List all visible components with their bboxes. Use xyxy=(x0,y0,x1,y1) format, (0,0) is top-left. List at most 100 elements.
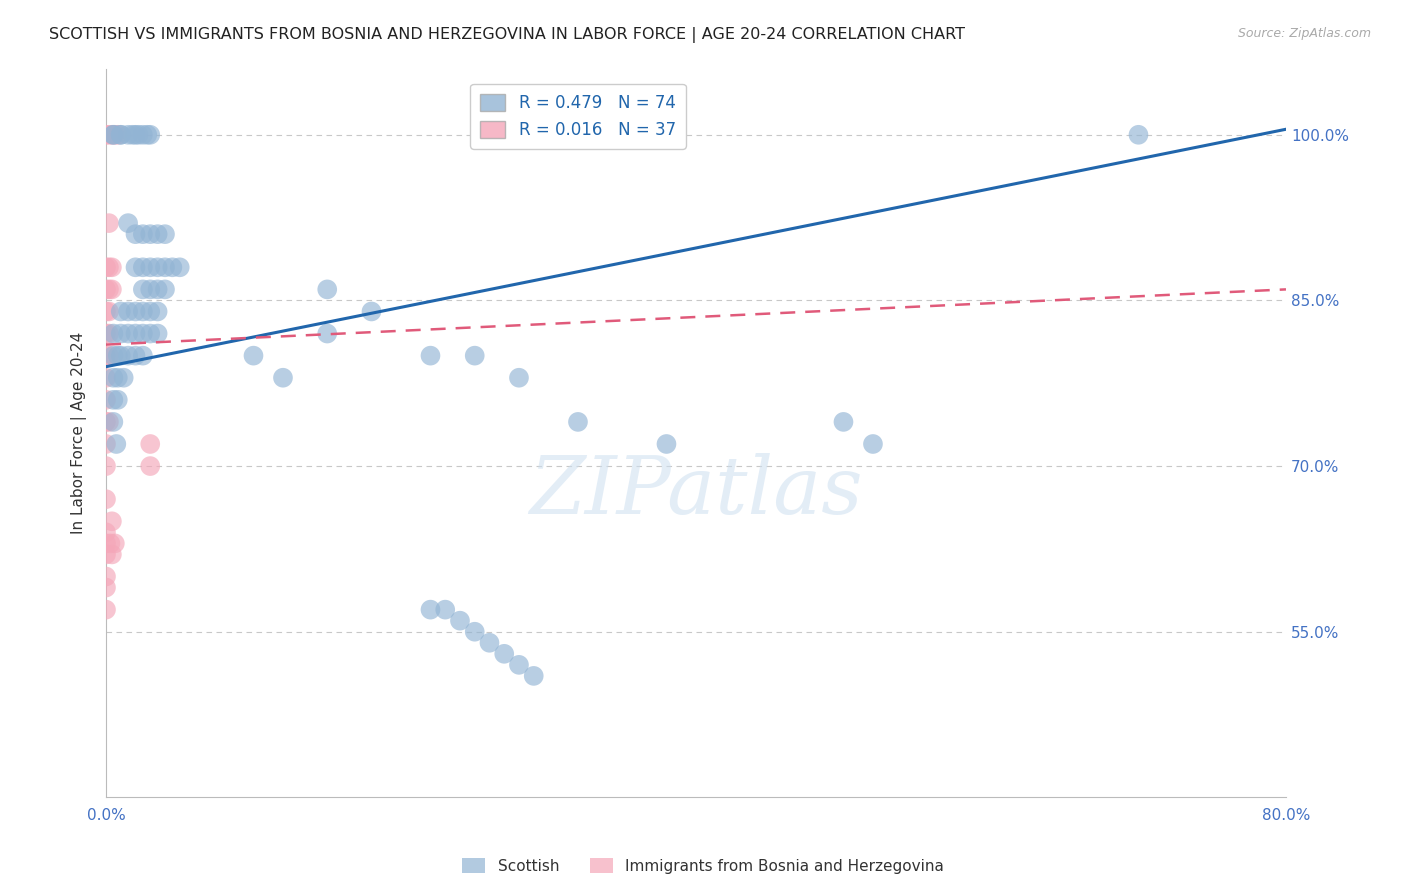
Point xyxy=(94,548,117,562)
Point xyxy=(94,415,117,429)
Point xyxy=(101,282,124,296)
Text: SCOTTISH VS IMMIGRANTS FROM BOSNIA AND HERZEGOVINA IN LABOR FORCE | AGE 20-24 CO: SCOTTISH VS IMMIGRANTS FROM BOSNIA AND H… xyxy=(49,27,965,43)
Point xyxy=(146,227,169,242)
Point xyxy=(94,525,117,540)
Point xyxy=(107,349,129,363)
Point xyxy=(132,349,155,363)
Point xyxy=(94,437,117,451)
Point xyxy=(107,370,129,384)
Point xyxy=(117,304,139,318)
Point xyxy=(103,128,125,142)
Point xyxy=(97,260,120,275)
Point xyxy=(97,415,120,429)
Point xyxy=(101,514,124,528)
Point xyxy=(94,260,117,275)
Point xyxy=(94,459,117,474)
Point xyxy=(139,304,162,318)
Point xyxy=(124,304,146,318)
Point xyxy=(100,536,122,550)
Point xyxy=(103,128,125,142)
Point xyxy=(146,282,169,296)
Point xyxy=(94,492,117,507)
Point xyxy=(132,260,155,275)
Point xyxy=(97,304,120,318)
Point xyxy=(97,216,120,230)
Point xyxy=(94,304,117,318)
Point xyxy=(101,128,124,142)
Point xyxy=(478,636,501,650)
Point xyxy=(104,128,127,142)
Point xyxy=(136,128,159,142)
Point xyxy=(862,437,884,451)
Point xyxy=(97,282,120,296)
Point xyxy=(132,128,155,142)
Point xyxy=(105,437,128,451)
Text: ZIPatlas: ZIPatlas xyxy=(529,452,863,530)
Point xyxy=(94,370,117,384)
Point xyxy=(419,349,441,363)
Legend: R = 0.479   N = 74, R = 0.016   N = 37: R = 0.479 N = 74, R = 0.016 N = 37 xyxy=(470,84,686,149)
Point xyxy=(153,260,176,275)
Point xyxy=(132,304,155,318)
Point xyxy=(316,326,339,341)
Point xyxy=(103,370,125,384)
Point xyxy=(146,304,169,318)
Point xyxy=(94,602,117,616)
Point xyxy=(655,437,678,451)
Point xyxy=(494,647,516,661)
Point xyxy=(94,128,117,142)
Point xyxy=(117,349,139,363)
Point xyxy=(316,282,339,296)
Point xyxy=(508,657,530,672)
Point xyxy=(139,260,162,275)
Point xyxy=(94,581,117,595)
Point xyxy=(153,282,176,296)
Point xyxy=(146,326,169,341)
Point xyxy=(112,370,135,384)
Point xyxy=(153,227,176,242)
Point xyxy=(124,227,146,242)
Point xyxy=(139,459,162,474)
Point xyxy=(523,669,546,683)
Point xyxy=(117,326,139,341)
Point xyxy=(103,415,125,429)
Point xyxy=(103,392,125,407)
Point xyxy=(117,216,139,230)
Point xyxy=(139,128,162,142)
Point xyxy=(110,304,132,318)
Point xyxy=(1128,128,1150,142)
Point xyxy=(94,392,117,407)
Point xyxy=(567,415,589,429)
Point xyxy=(94,569,117,583)
Y-axis label: In Labor Force | Age 20-24: In Labor Force | Age 20-24 xyxy=(72,332,87,534)
Point xyxy=(121,128,143,142)
Point xyxy=(132,282,155,296)
Point xyxy=(117,128,139,142)
Point xyxy=(139,437,162,451)
Point xyxy=(124,128,146,142)
Point xyxy=(139,227,162,242)
Point xyxy=(139,326,162,341)
Point xyxy=(124,349,146,363)
Point xyxy=(103,349,125,363)
Point xyxy=(169,260,191,275)
Point xyxy=(97,326,120,341)
Point xyxy=(97,128,120,142)
Point xyxy=(101,260,124,275)
Point xyxy=(139,282,162,296)
Point xyxy=(103,326,125,341)
Point xyxy=(110,128,132,142)
Point xyxy=(104,536,127,550)
Point xyxy=(94,536,117,550)
Point xyxy=(101,548,124,562)
Text: Source: ZipAtlas.com: Source: ZipAtlas.com xyxy=(1237,27,1371,40)
Point xyxy=(110,349,132,363)
Point xyxy=(124,326,146,341)
Point xyxy=(94,326,117,341)
Point xyxy=(464,624,486,639)
Point xyxy=(94,282,117,296)
Point xyxy=(124,260,146,275)
Point xyxy=(271,370,294,384)
Point xyxy=(242,349,264,363)
Point xyxy=(464,349,486,363)
